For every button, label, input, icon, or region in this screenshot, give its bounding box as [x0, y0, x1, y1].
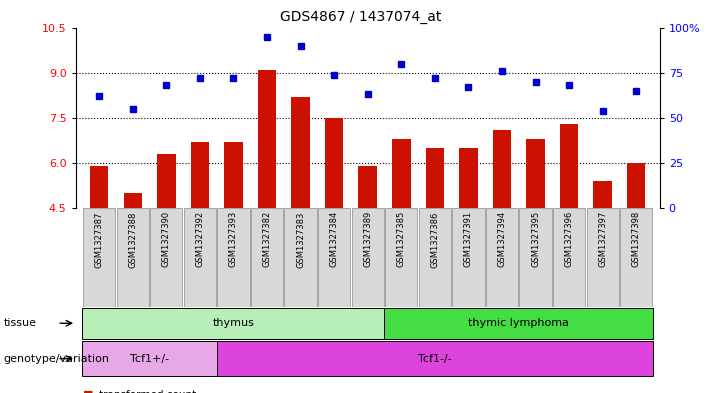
Text: ■: ■ — [83, 390, 94, 393]
FancyBboxPatch shape — [384, 308, 653, 339]
Text: genotype/variation: genotype/variation — [4, 354, 110, 364]
Bar — [157, 154, 175, 208]
FancyBboxPatch shape — [620, 208, 653, 307]
Text: thymic lymphoma: thymic lymphoma — [468, 318, 570, 328]
Text: transformed count: transformed count — [99, 390, 196, 393]
FancyBboxPatch shape — [150, 208, 182, 307]
Text: GSM1327390: GSM1327390 — [162, 211, 171, 267]
Bar — [358, 166, 377, 208]
Text: GSM1327398: GSM1327398 — [632, 211, 641, 268]
FancyBboxPatch shape — [117, 208, 149, 307]
FancyBboxPatch shape — [452, 208, 485, 307]
Bar — [291, 97, 310, 208]
Text: GSM1327388: GSM1327388 — [128, 211, 137, 268]
FancyBboxPatch shape — [318, 208, 350, 307]
Text: GDS4867 / 1437074_at: GDS4867 / 1437074_at — [280, 10, 441, 24]
Text: GSM1327386: GSM1327386 — [430, 211, 439, 268]
Bar — [325, 118, 343, 208]
FancyBboxPatch shape — [82, 308, 384, 339]
Text: Tcf1+/-: Tcf1+/- — [130, 354, 169, 364]
Bar — [90, 166, 108, 208]
Text: GSM1327392: GSM1327392 — [195, 211, 204, 267]
Text: GSM1327395: GSM1327395 — [531, 211, 540, 267]
Bar — [224, 142, 243, 208]
FancyBboxPatch shape — [184, 208, 216, 307]
Text: GSM1327389: GSM1327389 — [363, 211, 372, 268]
Text: Tcf1-/-: Tcf1-/- — [418, 354, 452, 364]
Text: thymus: thymus — [213, 318, 255, 328]
Text: GSM1327396: GSM1327396 — [565, 211, 574, 268]
Text: GSM1327382: GSM1327382 — [262, 211, 272, 268]
Bar — [392, 139, 410, 208]
FancyBboxPatch shape — [486, 208, 518, 307]
FancyBboxPatch shape — [352, 208, 384, 307]
Bar — [627, 163, 645, 208]
Bar — [425, 148, 444, 208]
FancyBboxPatch shape — [385, 208, 417, 307]
Bar — [526, 139, 545, 208]
FancyBboxPatch shape — [587, 208, 619, 307]
Text: GSM1327385: GSM1327385 — [397, 211, 406, 268]
Text: GSM1327387: GSM1327387 — [94, 211, 104, 268]
Bar — [258, 70, 276, 208]
FancyBboxPatch shape — [285, 208, 317, 307]
FancyBboxPatch shape — [217, 208, 249, 307]
FancyBboxPatch shape — [553, 208, 585, 307]
Text: GSM1327384: GSM1327384 — [329, 211, 339, 268]
Bar — [459, 148, 477, 208]
FancyBboxPatch shape — [419, 208, 451, 307]
Bar — [492, 130, 511, 208]
FancyBboxPatch shape — [519, 208, 552, 307]
Text: GSM1327393: GSM1327393 — [229, 211, 238, 268]
Text: GSM1327391: GSM1327391 — [464, 211, 473, 267]
Bar — [560, 124, 578, 208]
Text: GSM1327394: GSM1327394 — [497, 211, 506, 267]
FancyBboxPatch shape — [217, 341, 653, 376]
Bar — [190, 142, 209, 208]
FancyBboxPatch shape — [83, 208, 115, 307]
Text: GSM1327397: GSM1327397 — [598, 211, 607, 268]
FancyBboxPatch shape — [82, 341, 217, 376]
Text: GSM1327383: GSM1327383 — [296, 211, 305, 268]
Bar — [123, 193, 142, 208]
Bar — [593, 181, 612, 208]
Text: tissue: tissue — [4, 318, 37, 328]
FancyBboxPatch shape — [251, 208, 283, 307]
